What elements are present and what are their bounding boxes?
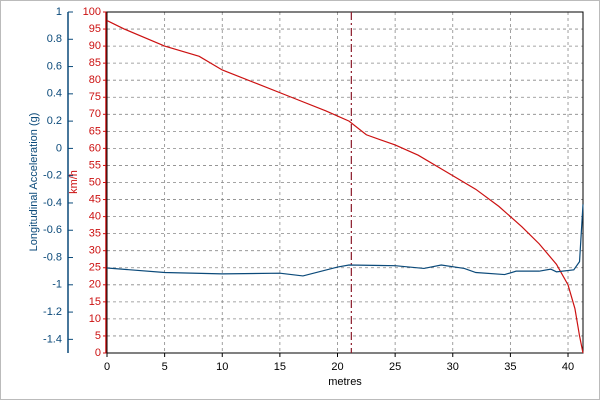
y2-tick-label: 15: [89, 296, 101, 308]
plot-frame: [106, 11, 584, 354]
y2-tick-label: 30: [89, 245, 101, 257]
y2-tick-label: 90: [89, 40, 101, 52]
y2-tick-label: 75: [89, 91, 101, 103]
y-tick-label: 0.4: [47, 88, 62, 100]
y-tick-label: 0.8: [47, 33, 62, 45]
y-tick-label: -1.2: [43, 306, 62, 318]
y-tick-label: -0.6: [43, 224, 62, 236]
y2-tick-label: 50: [89, 176, 101, 188]
y-tick-label: -1: [52, 279, 62, 291]
y2-tick-label: 60: [89, 142, 101, 154]
x-tick-label: 20: [331, 361, 343, 373]
y2-tick-label: 0: [95, 347, 101, 359]
x-tick-label: 10: [216, 361, 228, 373]
y2-axis-label: km/h: [68, 170, 80, 194]
y2-tick-label: 5: [95, 330, 101, 342]
y2-tick-label: 80: [89, 74, 101, 86]
y2-tick-label: 85: [89, 57, 101, 69]
y2-tick-label: 40: [89, 211, 101, 223]
x-tick-label: 30: [447, 361, 459, 373]
y2-tick-label: 20: [89, 279, 101, 291]
x-tick-label: 15: [274, 361, 286, 373]
series-line: [106, 204, 584, 277]
y-tick-label: 1: [56, 6, 62, 18]
y2-tick-label: 25: [89, 262, 101, 274]
x-tick-label: 35: [504, 361, 516, 373]
x-tick-label: 25: [389, 361, 401, 373]
y-tick-label: 0.6: [47, 60, 62, 72]
y2-tick-label: 10: [89, 313, 101, 325]
x-tick-label: 40: [562, 361, 574, 373]
y-axis-label: Longitudinal Acceleration (g): [28, 113, 40, 252]
y2-tick-label: 55: [89, 159, 101, 171]
x-axis-label: metres: [328, 376, 362, 388]
y2-tick-label: 95: [89, 23, 101, 35]
y-tick-label: -0.8: [43, 251, 62, 263]
y2-tick-label: 70: [89, 108, 101, 120]
series-line: [106, 19, 584, 354]
y-tick-label: -1.4: [43, 333, 62, 345]
y-tick-label: -0.4: [43, 197, 62, 209]
x-tick-label: 0: [104, 361, 110, 373]
y2-tick-label: 35: [89, 228, 101, 240]
y-tick-label: 0.2: [47, 115, 62, 127]
y-tick-label: -0.2: [43, 170, 62, 182]
y-tick-label: 0: [56, 142, 62, 154]
y2-tick-label: 65: [89, 125, 101, 137]
y2-tick-label: 100: [83, 6, 101, 18]
y2-tick-label: 45: [89, 193, 101, 205]
x-tick-label: 5: [162, 361, 168, 373]
